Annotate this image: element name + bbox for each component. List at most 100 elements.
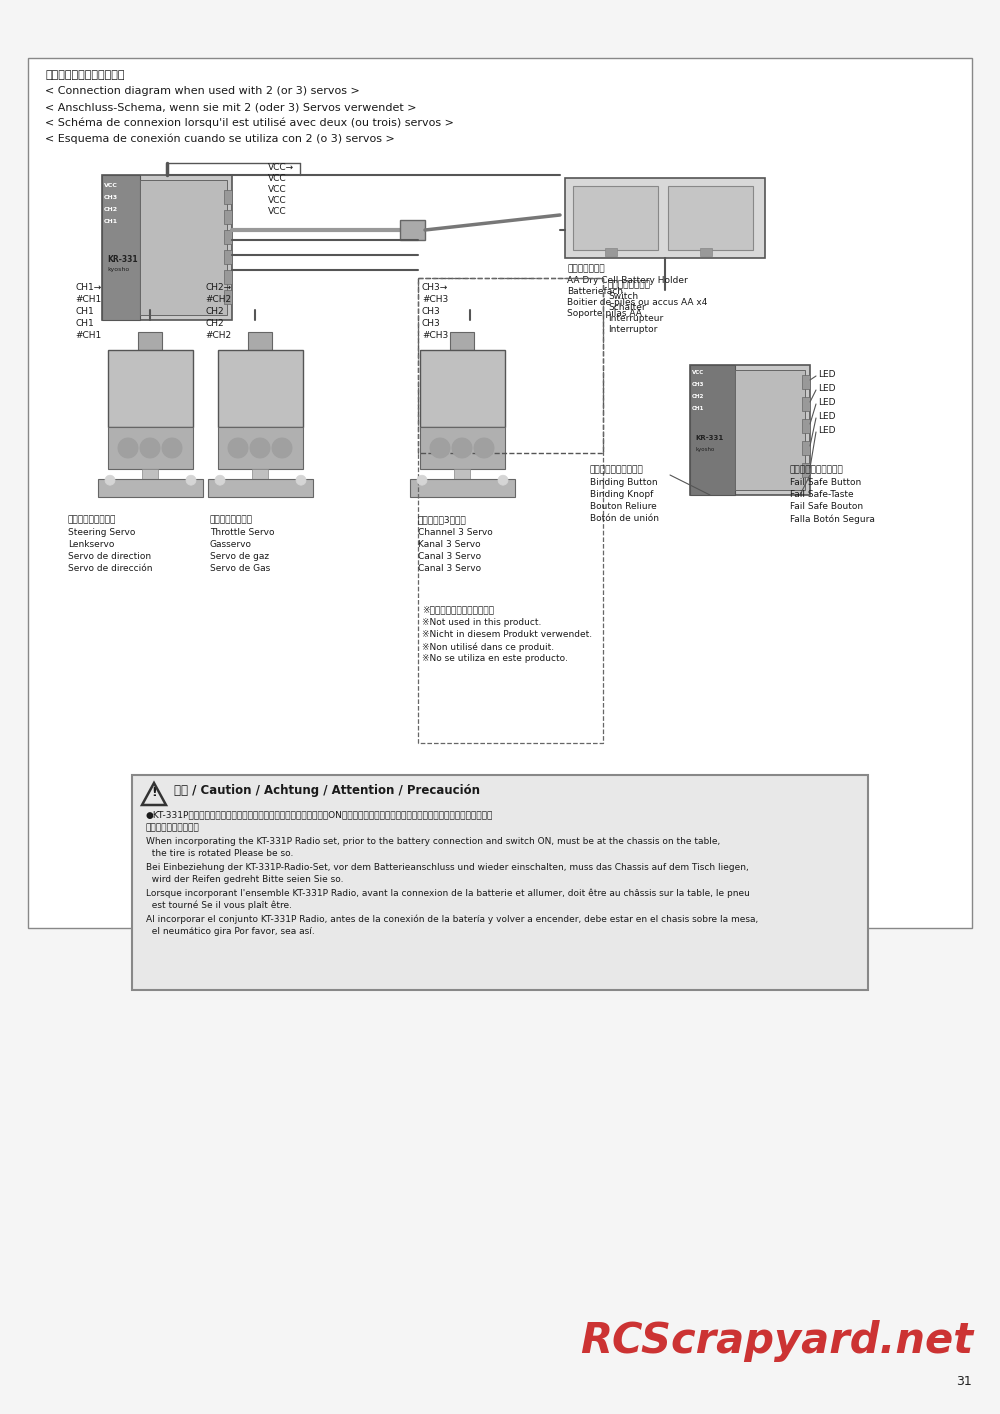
Bar [224, 270, 232, 284]
Text: CH2: CH2 [692, 395, 704, 399]
Bar [605, 247, 617, 256]
Text: Kanal 3 Servo: Kanal 3 Servo [418, 540, 481, 549]
Bar [454, 469, 470, 479]
Circle shape [498, 475, 508, 485]
Text: Bei Einbeziehung der KT-331P-Radio-Set, vor dem Batterieanschluss und wieder ein: Bei Einbeziehung der KT-331P-Radio-Set, … [146, 863, 749, 872]
Circle shape [417, 475, 427, 485]
Text: フェイルセーフボタン: フェイルセーフボタン [790, 465, 844, 474]
Text: 注意 / Caution / Achtung / Attention / Precaución: 注意 / Caution / Achtung / Attention / Pre… [174, 783, 480, 797]
Bar [140, 180, 227, 315]
Bar [420, 351, 505, 427]
Text: VCC: VCC [268, 174, 287, 182]
Circle shape [118, 438, 138, 458]
Bar [668, 187, 753, 250]
Text: Al incorporar el conjunto KT-331P Radio, antes de la conexión de la batería y vo: Al incorporar el conjunto KT-331P Radio,… [146, 915, 758, 925]
Text: KR-331: KR-331 [107, 255, 138, 264]
Text: LED: LED [818, 411, 836, 421]
Circle shape [186, 475, 196, 485]
Text: LED: LED [818, 426, 836, 436]
Text: チャンネル3サーボ: チャンネル3サーボ [418, 515, 467, 525]
Circle shape [452, 438, 472, 458]
Text: #CH1: #CH1 [75, 331, 101, 339]
Text: ●KT-331Pプロポセットを組込む際に、バッテリー接続及びスイッチONにする前に、必ずシャシーを台の上に置き、タイヤが回転する: ●KT-331Pプロポセットを組込む際に、バッテリー接続及びスイッチONにする前… [146, 810, 493, 819]
Bar [224, 189, 232, 204]
Bar [690, 365, 735, 495]
Text: Throttle Servo: Throttle Servo [210, 527, 274, 537]
Text: CH3: CH3 [692, 382, 704, 387]
Text: #CH2: #CH2 [205, 296, 231, 304]
Text: When incorporating the KT-331P Radio set, prior to the battery connection and sw: When incorporating the KT-331P Radio set… [146, 837, 720, 846]
Text: Batteriefach: Batteriefach [567, 287, 623, 296]
Bar [420, 427, 505, 469]
Bar [102, 175, 140, 320]
Text: Servo de gaz: Servo de gaz [210, 551, 269, 561]
Text: Falla Botón Segura: Falla Botón Segura [790, 515, 875, 523]
Text: Servo de dirección: Servo de dirección [68, 564, 152, 573]
Text: CH1: CH1 [104, 219, 118, 223]
Circle shape [215, 475, 225, 485]
Text: Binding Knopf: Binding Knopf [590, 491, 653, 499]
Text: kyosho: kyosho [107, 267, 129, 271]
Text: CH2: CH2 [205, 307, 224, 315]
Bar [108, 427, 193, 469]
Text: Lenkservo: Lenkservo [68, 540, 114, 549]
Text: ようにしてください。: ようにしてください。 [146, 823, 200, 831]
Bar [142, 469, 158, 479]
Bar [565, 178, 765, 257]
Text: el neumático gira Por favor, sea así.: el neumático gira Por favor, sea así. [146, 928, 315, 936]
Bar [802, 462, 810, 477]
Text: Soporte pilas AA: Soporte pilas AA [567, 310, 642, 318]
Text: Canal 3 Servo: Canal 3 Servo [418, 551, 481, 561]
Text: 31: 31 [956, 1374, 972, 1389]
Circle shape [430, 438, 450, 458]
Text: CH3: CH3 [422, 307, 441, 315]
Bar [208, 479, 313, 498]
Text: 単３電池ケース: 単３電池ケース [567, 264, 605, 273]
Text: VCC: VCC [692, 370, 704, 375]
Bar [802, 419, 810, 433]
Bar [735, 370, 805, 491]
Text: VCC: VCC [268, 185, 287, 194]
Bar [248, 332, 272, 351]
Text: Fail Safe Bouton: Fail Safe Bouton [790, 502, 863, 510]
Text: Schalter: Schalter [608, 303, 646, 312]
Bar [218, 427, 303, 469]
Text: CH1→: CH1→ [75, 283, 101, 293]
Circle shape [140, 438, 160, 458]
Bar [802, 375, 810, 389]
Text: AA Dry Cell Battery Holder: AA Dry Cell Battery Holder [567, 276, 688, 286]
Text: Boitier de piles ou accus AA x4: Boitier de piles ou accus AA x4 [567, 298, 707, 307]
Circle shape [250, 438, 270, 458]
Circle shape [296, 475, 306, 485]
Text: LED: LED [818, 385, 836, 393]
Bar [450, 332, 474, 351]
Bar [410, 479, 515, 498]
Text: ＜サーボを使用する場合＞: ＜サーボを使用する場合＞ [45, 71, 124, 81]
Text: LED: LED [818, 397, 836, 407]
Text: CH2→: CH2→ [205, 283, 231, 293]
Circle shape [272, 438, 292, 458]
Text: the tire is rotated Please be so.: the tire is rotated Please be so. [146, 848, 293, 858]
Text: #CH3: #CH3 [422, 331, 448, 339]
Bar [28, 58, 972, 928]
Text: Interrupteur: Interrupteur [608, 314, 663, 322]
Text: ※Non utilisé dans ce produit.: ※Non utilisé dans ce produit. [422, 642, 554, 652]
Text: #CH2: #CH2 [205, 331, 231, 339]
Text: Bouton Reliure: Bouton Reliure [590, 502, 657, 510]
Text: ※Nicht in diesem Produkt verwendet.: ※Nicht in diesem Produkt verwendet. [422, 631, 592, 639]
Text: CH3: CH3 [104, 195, 118, 199]
Bar [573, 187, 658, 250]
Bar [102, 175, 232, 320]
Bar [218, 351, 303, 427]
Text: KR-331: KR-331 [695, 436, 723, 441]
Text: VCC: VCC [268, 206, 287, 216]
Text: LED: LED [818, 370, 836, 379]
Text: Fail Safe-Taste: Fail Safe-Taste [790, 491, 854, 499]
Text: Switch: Switch [608, 293, 638, 301]
Bar [700, 247, 712, 256]
Text: Binding Button: Binding Button [590, 478, 658, 486]
Text: < Anschluss-Schema, wenn sie mit 2 (oder 3) Servos verwendet >: < Anschluss-Schema, wenn sie mit 2 (oder… [45, 102, 416, 112]
Bar [224, 211, 232, 223]
Text: est tourné Se il vous plaît être.: est tourné Se il vous plaît être. [146, 901, 292, 911]
Bar [252, 469, 268, 479]
